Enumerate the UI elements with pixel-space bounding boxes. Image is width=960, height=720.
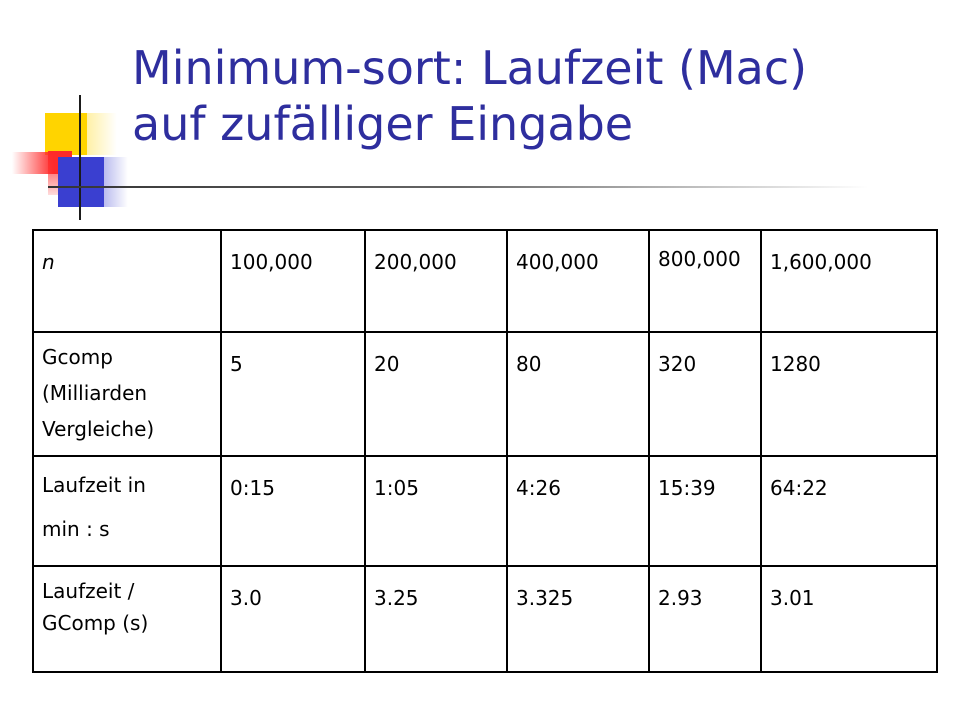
slide-title-line-2: auf zufälliger Eingabe bbox=[132, 97, 634, 151]
table-cell: 3.325 bbox=[506, 565, 650, 673]
table-cell: 1280 bbox=[760, 331, 938, 457]
logo-vertical-line bbox=[79, 95, 81, 220]
logo-red-bar bbox=[12, 152, 72, 174]
table-cell: 1,600,000 bbox=[760, 229, 938, 333]
table-row: Gcomp (Milliarden Vergleiche) 5 20 80 32… bbox=[32, 331, 938, 457]
row-label-laufzeit: Laufzeit in min : s bbox=[32, 455, 222, 567]
label-line: min : s bbox=[42, 517, 110, 541]
label-line: Vergleiche) bbox=[42, 417, 155, 441]
slide-title: Minimum-sort: Laufzeit (Mac) auf zufälli… bbox=[132, 40, 932, 152]
label-line: Laufzeit in bbox=[42, 473, 146, 497]
table-cell: 1:05 bbox=[364, 455, 508, 567]
table-cell: 3.25 bbox=[364, 565, 508, 673]
table-cell: 100,000 bbox=[220, 229, 366, 333]
table-row: Laufzeit in min : s 0:15 1:05 4:26 15:39… bbox=[32, 455, 938, 567]
row-label-laufzeit-per-gcomp: Laufzeit / GComp (s) bbox=[32, 565, 222, 673]
row-label-gcomp: Gcomp (Milliarden Vergleiche) bbox=[32, 331, 222, 457]
runtime-table: n 100,000 200,000 400,000 800,000 1,600,… bbox=[32, 229, 938, 673]
table-cell: 3.01 bbox=[760, 565, 938, 673]
table-cell: 5 bbox=[220, 331, 366, 457]
logo-blue-fade bbox=[104, 157, 128, 207]
table-cell: 200,000 bbox=[364, 229, 508, 333]
table-cell-text: 800,000 bbox=[658, 247, 741, 271]
label-line: Gcomp bbox=[42, 345, 113, 369]
logo-yellow-fade bbox=[87, 113, 117, 155]
decorative-squares-logo-icon bbox=[0, 95, 140, 220]
title-divider bbox=[48, 186, 868, 188]
slide-title-line-1: Minimum-sort: Laufzeit (Mac) bbox=[132, 41, 808, 95]
label-line: GComp (s) bbox=[42, 611, 149, 635]
table-cell: 20 bbox=[364, 331, 508, 457]
table-cell: 320 bbox=[648, 331, 762, 457]
table-cell: 800,000 bbox=[648, 229, 762, 333]
table-cell: 4:26 bbox=[506, 455, 650, 567]
logo-blue-square bbox=[58, 157, 104, 207]
label-line: Laufzeit / bbox=[42, 579, 135, 603]
table-row: Laufzeit / GComp (s) 3.0 3.25 3.325 2.93… bbox=[32, 565, 938, 673]
table-cell: 400,000 bbox=[506, 229, 650, 333]
table-cell: 80 bbox=[506, 331, 650, 457]
table-cell: 3.0 bbox=[220, 565, 366, 673]
table-cell: 64:22 bbox=[760, 455, 938, 567]
row-label-n: n bbox=[32, 229, 222, 333]
table-cell: 0:15 bbox=[220, 455, 366, 567]
label-line: (Milliarden bbox=[42, 381, 148, 405]
table-row: n 100,000 200,000 400,000 800,000 1,600,… bbox=[32, 229, 938, 333]
table-cell: 15:39 bbox=[648, 455, 762, 567]
table-cell: 2.93 bbox=[648, 565, 762, 673]
